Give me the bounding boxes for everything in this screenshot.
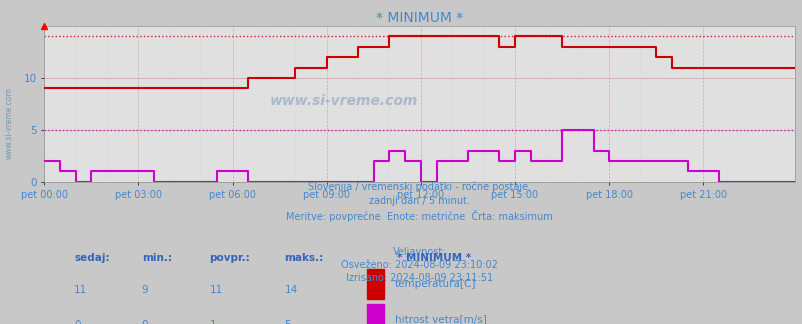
Text: hitrost vetra[m/s]: hitrost vetra[m/s] — [395, 314, 486, 324]
Text: temperatura[C]: temperatura[C] — [395, 279, 476, 289]
Text: Veljavnost:
Osveženo: 2024-08-09 23:10:02
Izrisano: 2024-08-09 23:11:51: Veljavnost: Osveženo: 2024-08-09 23:10:0… — [341, 247, 497, 284]
Text: 11: 11 — [209, 285, 222, 295]
Text: 9: 9 — [142, 285, 148, 295]
Text: 0: 0 — [74, 320, 80, 324]
Bar — [367, 269, 383, 298]
Text: www.si-vreme.com: www.si-vreme.com — [5, 87, 14, 159]
Text: 14: 14 — [284, 285, 298, 295]
Text: 1: 1 — [209, 320, 216, 324]
Text: 0: 0 — [142, 320, 148, 324]
Text: povpr.:: povpr.: — [209, 252, 249, 262]
Text: www.si-vreme.com: www.si-vreme.com — [269, 94, 417, 108]
Text: Slovenija / vremenski podatki - ročne postaje.
zadnji dan / 5 minut.
Meritve: po: Slovenija / vremenski podatki - ročne po… — [286, 182, 553, 222]
Bar — [367, 304, 383, 324]
Text: 11: 11 — [74, 285, 87, 295]
Text: 5: 5 — [284, 320, 290, 324]
Text: min.:: min.: — [142, 252, 172, 262]
Title: * MINIMUM *: * MINIMUM * — [375, 11, 463, 25]
Text: * MINIMUM *: * MINIMUM * — [396, 252, 471, 262]
Text: sedaj:: sedaj: — [74, 252, 110, 262]
Text: maks.:: maks.: — [284, 252, 323, 262]
